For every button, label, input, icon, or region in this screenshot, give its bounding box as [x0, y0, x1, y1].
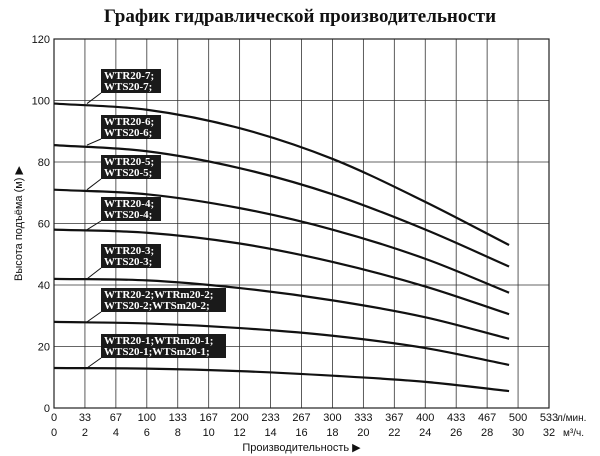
series-label: WTR20-6;WTS20-6;: [86, 115, 161, 146]
series-leader-line: [86, 92, 102, 104]
series-label-text: WTR20-7;: [104, 70, 154, 82]
series-label-text: WTR20-6;: [104, 116, 154, 128]
series-label-box: [101, 244, 161, 268]
series-label-box: [101, 69, 161, 93]
x-tick-label-m3h: 4: [113, 427, 119, 439]
series-leader-line: [86, 311, 102, 323]
x-tick-label-lmin: 33: [79, 412, 91, 424]
x-tick-label-m3h: 30: [512, 427, 524, 439]
x-tick-label-m3h: 12: [234, 427, 246, 439]
x-tick-label-lmin: 500: [509, 412, 527, 424]
x-tick-label-lmin: 100: [138, 412, 156, 424]
series-label-text: WTR20-1;WTRm20-1;: [104, 335, 213, 347]
y-tick-label: 120: [32, 34, 50, 46]
x-tick-label-m3h: 0: [51, 427, 57, 439]
x-tick-label-lmin: 133: [169, 412, 187, 424]
series-label-box: [101, 334, 226, 358]
x-tick-label-m3h: 22: [388, 427, 400, 439]
x-tick-label-lmin: 533: [540, 412, 558, 424]
x-tick-label-lmin: 167: [200, 412, 218, 424]
x-tick-label-m3h: 10: [203, 427, 215, 439]
series-line: [53, 366, 510, 393]
series-label-text: WTS20-4;: [104, 209, 152, 221]
y-tick-label: 20: [38, 342, 50, 354]
series-label-text: WTS20-1;WTSm20-1;: [104, 346, 210, 358]
series-label-text: WTS20-2;WTSm20-2;: [104, 300, 210, 312]
y-axis-label: Высота подъёма (м) ▶: [13, 165, 25, 281]
series-label: WTR20-5;WTS20-5;: [86, 155, 161, 191]
y-tick-label: 100: [32, 96, 50, 108]
series-label-box: [101, 288, 226, 312]
series-leader-line: [86, 357, 102, 369]
series-label-text: WTS20-3;: [104, 256, 152, 268]
series-label-text: WTR20-3;: [104, 245, 154, 257]
y-tick-label: 40: [38, 280, 50, 292]
series-label-box: [101, 155, 161, 179]
x-unit-m3h: м³/ч.: [563, 428, 584, 439]
series-label: WTR20-1;WTRm20-1;WTS20-1;WTSm20-1;: [86, 334, 226, 369]
x-tick-label-lmin: 433: [447, 412, 465, 424]
x-tick-label-lmin: 200: [230, 412, 248, 424]
x-tick-label-lmin: 300: [323, 412, 341, 424]
x-tick-label-m3h: 26: [450, 427, 462, 439]
x-tick-label-lmin: 0: [51, 412, 57, 424]
series-line: [53, 188, 510, 294]
x-tick-label-m3h: 6: [144, 427, 150, 439]
x-tick-label-m3h: 2: [82, 427, 88, 439]
x-tick-label-lmin: 67: [110, 412, 122, 424]
series-label: WTR20-2;WTRm20-2;WTS20-2;WTSm20-2;: [86, 288, 226, 323]
x-tick-label-lmin: 400: [416, 412, 434, 424]
series-label-text: WTR20-4;: [104, 198, 154, 210]
plot-frame: [53, 38, 550, 409]
series-line: [53, 102, 510, 247]
series-label-box: [101, 115, 161, 139]
series-label-text: WTR20-2;WTRm20-2;: [104, 289, 213, 301]
x-tick-label-m3h: 20: [357, 427, 369, 439]
x-tick-label-m3h: 8: [175, 427, 181, 439]
x-tick-label-lmin: 467: [478, 412, 496, 424]
series-line: [53, 143, 510, 268]
y-tick-label: 80: [38, 157, 50, 169]
series-label-text: WTS20-6;: [104, 127, 152, 139]
x-axis-label: Производительность ▶: [242, 442, 361, 454]
series-leader-line: [86, 220, 102, 231]
series-line: [53, 228, 510, 316]
x-tick-label-m3h: 14: [264, 427, 276, 439]
series-label-text: WTR20-5;: [104, 156, 154, 168]
x-tick-label-lmin: 233: [261, 412, 279, 424]
y-tick-label: 0: [44, 403, 50, 415]
y-tick-label: 60: [38, 219, 50, 231]
series-label: WTR20-3;WTS20-3;: [86, 244, 161, 280]
x-unit-lmin: л/мин.: [557, 413, 586, 424]
series-leader-line: [86, 138, 102, 146]
series-leader-line: [86, 267, 102, 280]
x-tick-label-lmin: 367: [385, 412, 403, 424]
series-line: [53, 277, 510, 340]
x-tick-label-m3h: 18: [326, 427, 338, 439]
series-label-text: WTS20-7;: [104, 81, 152, 93]
x-tick-label-m3h: 28: [481, 427, 493, 439]
series-label: WTR20-4;WTS20-4;: [86, 197, 161, 231]
chart-title: График гидравлической производительности: [103, 6, 497, 27]
series-label: WTR20-7;WTS20-7;: [86, 69, 161, 104]
x-tick-label-lmin: 267: [292, 412, 310, 424]
x-tick-label-lmin: 333: [354, 412, 372, 424]
x-tick-label-m3h: 32: [543, 427, 555, 439]
x-tick-label-m3h: 24: [419, 427, 431, 439]
series-leader-line: [86, 178, 102, 191]
x-tick-label-m3h: 16: [295, 427, 307, 439]
series-label-text: WTS20-5;: [104, 167, 152, 179]
series-line: [53, 320, 510, 367]
series-label-box: [101, 197, 161, 221]
